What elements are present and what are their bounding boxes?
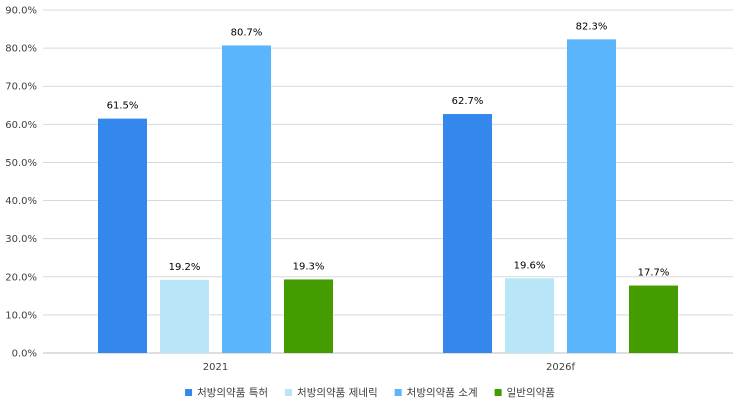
legend-label: 처방의약품 제네릭 (297, 387, 378, 399)
y-tick-label: 10.0% (5, 310, 37, 321)
bar (505, 278, 554, 353)
y-tick-label: 20.0% (5, 272, 37, 283)
bar (567, 39, 616, 354)
legend-item: 처방의약품 소계 (394, 387, 478, 399)
y-tick-label: 90.0% (5, 6, 37, 17)
bar (160, 279, 209, 353)
legend-swatch (285, 389, 293, 396)
legend-label: 일반의약품 (507, 386, 556, 399)
legend-swatch (394, 389, 402, 396)
y-axis-tick-labels: 0.0% 10.0% 20.0% 30.0% 40.0% 50.0% 60.0% 70.0% 8… (5, 6, 37, 360)
bar (629, 285, 678, 353)
legend-swatch (185, 389, 193, 396)
legend-item: 일반의약품 (494, 386, 556, 399)
data-label: 61.5% (107, 101, 139, 112)
data-label: 82.3% (576, 21, 608, 32)
legend: 처방의약품 특허 처방의약품 제네릭 처방의약품 소계 일반의약품 (185, 386, 555, 399)
bar (222, 45, 271, 354)
bar (284, 279, 333, 353)
legend-label: 처방의약품 특허 (197, 387, 268, 399)
y-tick-label: 40.0% (5, 196, 37, 207)
data-label: 62.7% (452, 96, 484, 107)
legend-label: 처방의약품 소계 (407, 387, 478, 399)
y-tick-label: 50.0% (5, 158, 37, 169)
data-label: 19.6% (514, 260, 546, 271)
y-tick-label: 30.0% (5, 234, 37, 245)
gridlines (43, 9, 733, 354)
bars (98, 39, 678, 354)
x-axis-tick-labels: 2021 2026f (203, 362, 576, 373)
x-tick-label: 2026f (546, 362, 575, 373)
y-tick-label: 60.0% (5, 120, 37, 131)
y-tick-label: 0.0% (12, 349, 37, 360)
bar (98, 118, 147, 353)
legend-item: 처방의약품 제네릭 (285, 387, 378, 399)
x-tick-label: 2021 (203, 362, 228, 373)
data-label: 19.3% (293, 261, 325, 272)
legend-item: 처방의약품 특허 (185, 387, 268, 399)
y-tick-label: 70.0% (5, 82, 37, 93)
data-label: 80.7% (231, 27, 263, 38)
legend-swatch (494, 389, 502, 396)
data-label: 19.2% (169, 262, 201, 273)
data-labels: 61.5% 19.2% 80.7% 19.3% 62.7% 19.6% 82.3% 17.7% (107, 21, 670, 278)
bar (443, 114, 492, 353)
data-label: 17.7% (638, 268, 670, 279)
y-tick-label: 80.0% (5, 44, 37, 55)
